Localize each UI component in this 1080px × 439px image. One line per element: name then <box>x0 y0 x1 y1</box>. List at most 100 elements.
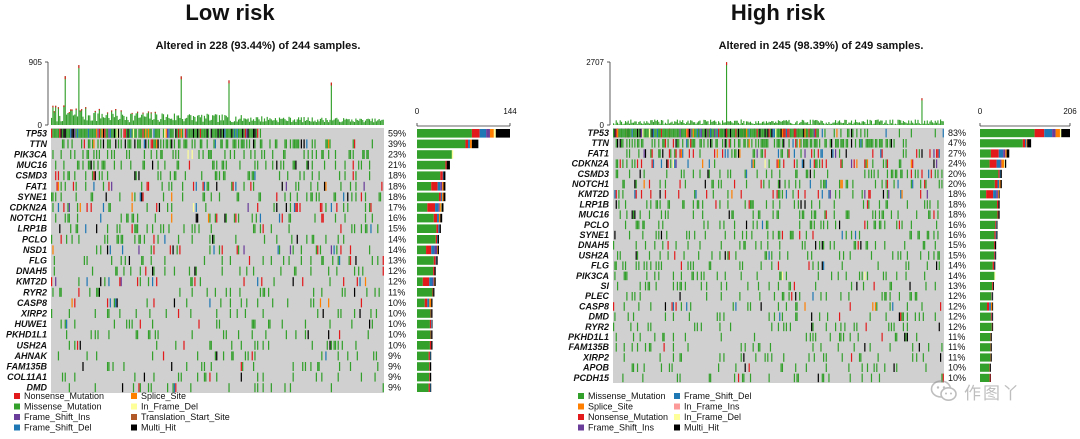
tmb-bar <box>210 119 212 125</box>
mutation-cell <box>824 128 826 138</box>
legend-swatch <box>131 414 137 420</box>
mutation-cell <box>898 159 900 168</box>
mutation-cell <box>898 292 900 301</box>
mutation-cell <box>209 298 211 308</box>
mutation-cell <box>714 149 716 158</box>
tmb-bar <box>659 123 661 125</box>
tmb-bar-segment <box>53 111 55 113</box>
tmb-bar <box>337 119 339 125</box>
gene-bar-segment <box>990 312 992 321</box>
mutation-cell <box>922 241 924 250</box>
mutation-cell <box>276 192 278 202</box>
tmb-bar <box>237 119 240 125</box>
mutation-cell <box>124 256 126 265</box>
mutation-cell <box>229 287 232 297</box>
mutation-cell <box>55 128 57 138</box>
mutation-cell <box>850 353 853 362</box>
mutation-cell <box>876 363 878 372</box>
mutation-cell <box>916 353 918 362</box>
tmb-bar <box>134 115 136 125</box>
gene-bar-segment <box>439 224 441 233</box>
mutation-cell <box>334 160 337 170</box>
mutation-cell <box>882 190 885 199</box>
tmb-bar <box>295 121 297 125</box>
tmb-bar-segment <box>111 110 113 112</box>
gene-label: NOTCH1 <box>572 179 609 189</box>
gene-percent: 12% <box>948 301 966 311</box>
mutation-cell <box>334 213 337 223</box>
mutation-cell <box>785 302 788 311</box>
mutation-cell <box>921 149 923 158</box>
tmb-bar <box>733 120 736 125</box>
mutation-cell <box>317 362 319 371</box>
mutation-cell <box>94 383 96 393</box>
mutation-cell <box>650 200 652 209</box>
gene-bar-segment <box>980 251 994 260</box>
tmb-bar <box>648 123 651 125</box>
legend-item: Missense_Mutation <box>578 391 666 401</box>
mutation-cell <box>364 213 367 223</box>
mutation-cell <box>868 190 870 199</box>
gene-row-ryr2: RYR2 12% <box>585 322 994 332</box>
mutation-cell <box>289 192 292 202</box>
mutation-cell <box>201 171 203 181</box>
mutation-cell <box>821 190 823 199</box>
mutation-cell <box>662 128 664 138</box>
mutation-cell <box>942 128 944 138</box>
mutation-cell <box>142 128 144 138</box>
mutation-cell <box>336 266 338 276</box>
mutation-cell <box>176 245 178 255</box>
mutation-cell <box>246 298 248 308</box>
mutation-cell <box>825 292 827 301</box>
mutation-cell <box>783 128 785 138</box>
mutation-cell <box>216 372 218 382</box>
mutation-cell <box>626 149 628 158</box>
mutation-cell <box>623 128 625 138</box>
mutation-cell <box>162 128 165 138</box>
tmb-bar <box>680 121 682 125</box>
mutation-cell <box>659 128 661 138</box>
mutation-cell <box>723 128 725 138</box>
mutation-cell <box>644 241 647 250</box>
mutation-cell <box>284 192 286 202</box>
mutation-cell <box>658 128 660 138</box>
mutation-cell <box>90 203 92 212</box>
mutation-cell <box>640 139 643 148</box>
mutation-cell <box>624 128 627 138</box>
mutation-cell <box>842 332 845 342</box>
tmb-bar <box>319 118 322 125</box>
mutation-cell <box>783 139 785 148</box>
mutation-cell <box>254 139 256 149</box>
mutation-cell <box>749 128 752 138</box>
mutation-cell <box>618 128 620 138</box>
mutation-cell <box>319 245 322 255</box>
gene-label: PIK3CA <box>576 271 609 281</box>
mutation-cell <box>232 128 234 138</box>
mutation-cell <box>900 251 902 260</box>
mutation-cell <box>920 251 922 260</box>
mutation-cell <box>240 362 242 371</box>
gene-label: SI <box>600 281 609 291</box>
gene-percent: 15% <box>948 250 966 260</box>
gene-label: HUWE1 <box>14 319 47 329</box>
mutation-cell <box>749 302 752 311</box>
tmb-bar-segment <box>55 105 57 108</box>
tmb-bar <box>829 123 831 125</box>
mutation-cell <box>731 190 733 199</box>
gene-label: TTN <box>30 139 48 149</box>
tmb-bar <box>201 114 203 125</box>
gene-label: PCLO <box>584 220 609 230</box>
tmb-bar <box>343 118 345 125</box>
mutation-cell <box>102 160 105 170</box>
mutation-cell <box>880 139 882 148</box>
gene-bar-segment <box>429 298 432 308</box>
mutation-cell <box>142 256 144 265</box>
tmb-bar <box>177 115 180 125</box>
tmb-bar <box>364 120 367 125</box>
mutation-cell <box>719 251 721 260</box>
mutation-cell <box>370 224 372 234</box>
gene-percent: 16% <box>948 220 966 230</box>
mutation-cell <box>897 210 899 219</box>
gene-percent: 14% <box>948 271 966 281</box>
mutation-cell <box>186 139 188 149</box>
